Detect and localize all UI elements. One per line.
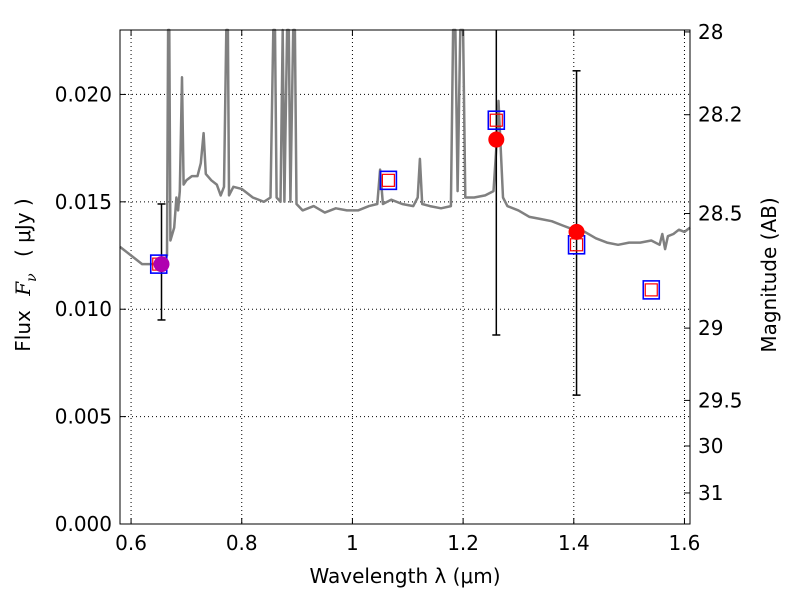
spectrum-line xyxy=(119,28,691,266)
y2-tick-label: 29 xyxy=(698,316,723,340)
y2-tick-label: 29.5 xyxy=(698,388,743,412)
y-tick-label: 0.010 xyxy=(55,297,112,321)
x-tick-label: 0.8 xyxy=(226,531,258,555)
model-spectrum xyxy=(119,28,691,266)
observed-point xyxy=(488,131,505,148)
model-square-inner xyxy=(489,113,503,127)
x-tick-label: 1.2 xyxy=(447,531,479,555)
error-bars xyxy=(157,30,581,396)
y2-tick-label: 30 xyxy=(698,434,723,458)
y-axis-label: Flux Fν ( μJy ) xyxy=(11,198,41,351)
y-tick-label: 0.015 xyxy=(55,190,112,214)
model-square-inner xyxy=(381,173,395,187)
y2-tick-label: 28.5 xyxy=(698,202,743,226)
observed-photometry-markers xyxy=(153,131,585,273)
axis-ticks: 0.6 0.8 1 1.2 1.4 1.6 0.000 0.005 0.010 0.015 0.02… xyxy=(55,20,743,555)
plot-frame xyxy=(119,29,691,525)
model-square-outer xyxy=(379,170,398,191)
y2-axis-label: Magnitude (AB) xyxy=(757,197,781,352)
x-tick-label: 1.4 xyxy=(558,531,590,555)
x-tick-label: 1 xyxy=(346,531,359,555)
model-square-outer xyxy=(642,280,661,300)
grid-lines xyxy=(120,30,690,525)
x-tick-label: 0.6 xyxy=(115,531,147,555)
y-tick-label: 0.005 xyxy=(55,405,112,429)
x-axis-label: Wavelength λ (μm) xyxy=(309,564,500,588)
observed-point xyxy=(153,256,170,273)
observed-point xyxy=(568,223,585,240)
y2-tick-label: 28.2 xyxy=(698,103,743,127)
model-square-outer xyxy=(487,110,506,131)
x-tick-label: 1.6 xyxy=(669,531,701,555)
y2-tick-label: 31 xyxy=(698,481,723,505)
y-tick-label: 0.020 xyxy=(55,82,112,106)
model-square-inner xyxy=(644,283,658,297)
y-tick-label: 0.000 xyxy=(55,512,112,536)
y2-tick-label: 28 xyxy=(698,20,723,44)
